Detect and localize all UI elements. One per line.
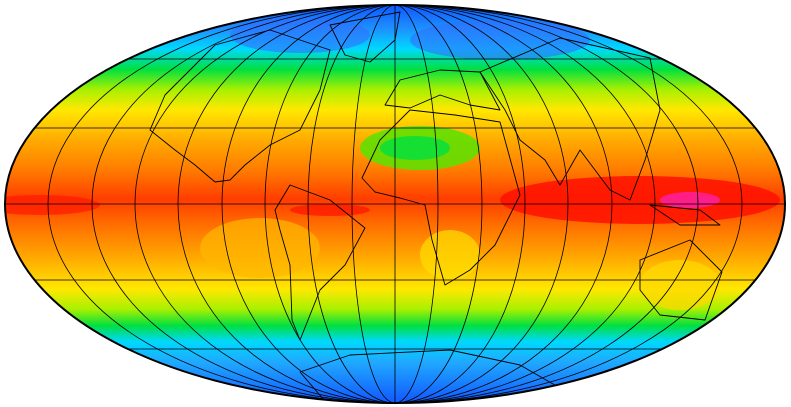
coastlines — [149, 11, 723, 403]
map-outline — [4, 4, 786, 404]
